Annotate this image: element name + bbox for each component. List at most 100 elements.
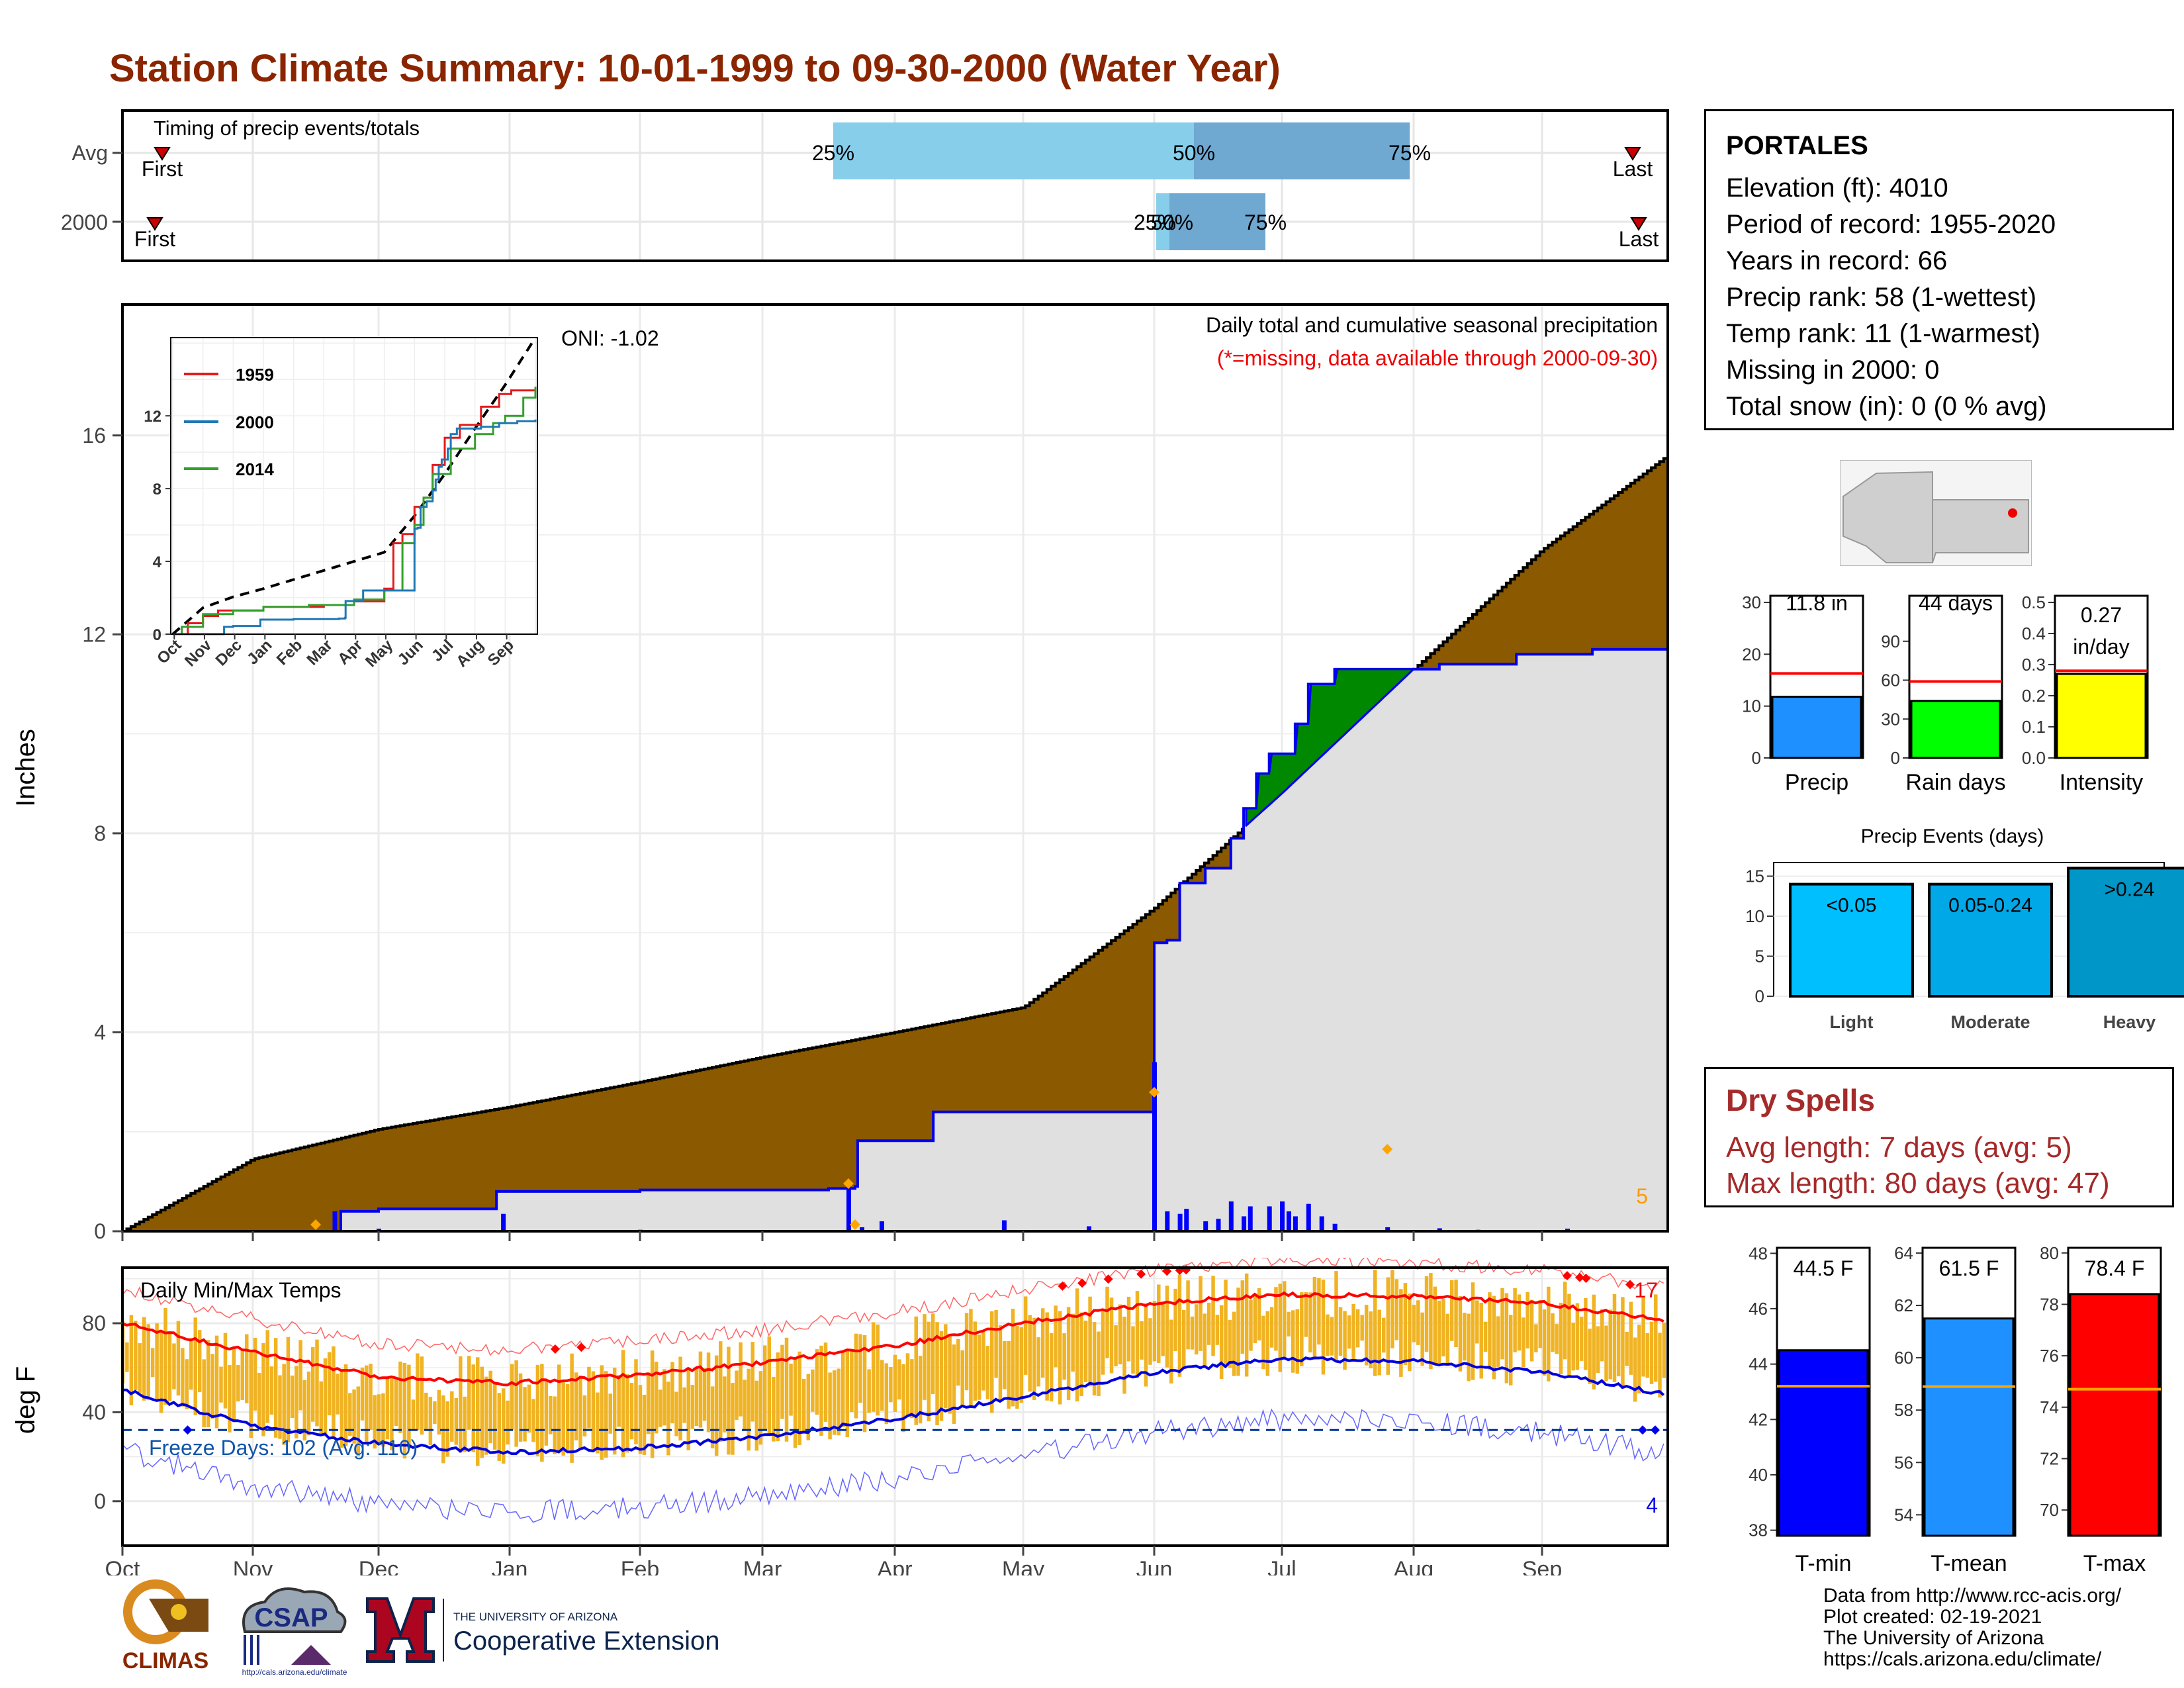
event-bar-range: >0.24 <box>2105 878 2155 900</box>
daily-temp-bar <box>1088 1296 1092 1387</box>
daily-temp-bar <box>1215 1315 1220 1345</box>
daily-temp-bar <box>1330 1317 1334 1356</box>
daily-temp-bar <box>797 1351 801 1445</box>
avg-min-line <box>122 1356 1665 1456</box>
daily-temp-bar <box>1492 1295 1496 1380</box>
daily-temp-bar <box>1547 1286 1551 1382</box>
heavy-event-marker <box>1382 1144 1393 1154</box>
daily-temp-bar <box>1538 1300 1543 1348</box>
daily-temp-bar <box>1637 1325 1641 1393</box>
daily-temp-bar <box>985 1346 990 1399</box>
daily-temp-bar <box>1355 1309 1360 1348</box>
daily-precip-bar <box>1216 1219 1221 1231</box>
daily-temp-bar <box>1403 1283 1408 1365</box>
mini-bar-label: Precip <box>1785 770 1848 795</box>
inset-1959-line <box>173 389 535 635</box>
daily-temp-bar <box>678 1356 682 1441</box>
month-tick: Mar <box>743 1557 782 1575</box>
daily-temp-bar <box>352 1389 356 1444</box>
heavy-event-marker <box>843 1178 854 1189</box>
station-info-box: PORTALES Elevation (ft): 4010 Period of … <box>1704 109 2174 430</box>
daily-temp-bar <box>1206 1302 1211 1345</box>
daily-temp-bar <box>1203 1313 1207 1366</box>
daily-temp-bar <box>731 1383 735 1455</box>
daily-temp-bar <box>931 1313 935 1395</box>
daily-precip-bar <box>860 1227 864 1231</box>
record-high-line <box>122 1258 1664 1356</box>
daily-temp-bar <box>1177 1274 1182 1377</box>
daily-temp-bar <box>578 1376 582 1450</box>
daily-temp-bar <box>1529 1299 1534 1362</box>
month-tick: Apr <box>878 1557 913 1575</box>
daily-temp-bar <box>278 1375 282 1439</box>
record-high-marker <box>1077 1278 1087 1288</box>
location-map <box>1840 460 2032 566</box>
credit-url: https://cals.arizona.edu/climate/ <box>1823 1648 2102 1670</box>
daily-temp-bar <box>604 1371 608 1458</box>
timing-row-2000: 2000 <box>61 211 108 234</box>
svg-text:48: 48 <box>1749 1243 1768 1263</box>
daily-temp-bar <box>1408 1293 1412 1372</box>
daily-temp-bar <box>428 1397 433 1445</box>
daily-temp-bar <box>905 1353 910 1417</box>
record-high-marker <box>1175 1266 1185 1276</box>
month-tick: Dec <box>359 1557 398 1575</box>
daily-temp-bar <box>257 1372 261 1428</box>
daily-temp-bar <box>1253 1293 1257 1344</box>
event-bar-range: 0.05-0.24 <box>1948 895 2032 917</box>
event-bar-heavy <box>2067 867 2184 998</box>
daily-temp-bar <box>918 1356 923 1424</box>
daily-temp-bar <box>1083 1321 1088 1382</box>
daily-temp-bar <box>1062 1333 1066 1380</box>
svg-text:74: 74 <box>2040 1397 2059 1417</box>
daily-temp-bar <box>1629 1301 1633 1375</box>
inset-xtick: May <box>362 636 397 671</box>
temp-bar-t-mean: 54 56 58 60 62 64 61.5 F T-mean <box>1894 1243 2017 1576</box>
daily-temp-bar <box>565 1383 570 1450</box>
daily-temp-bar <box>348 1393 352 1436</box>
station-snow: Total snow (in): 0 (0 % avg) <box>1726 392 2047 421</box>
event-bar-moderate <box>1928 882 2053 998</box>
daily-temp-bar <box>459 1356 463 1453</box>
daily-temp-bar <box>1140 1321 1144 1360</box>
daily-temp-bar <box>1308 1292 1312 1353</box>
dry-spells-box: Dry Spells Avg length: 7 days (avg: 5) M… <box>1704 1067 2174 1207</box>
daily-temp-bar <box>1433 1286 1437 1365</box>
daily-temp-bar <box>1244 1273 1249 1377</box>
precip-panel-label: Daily total and cumulative seasonal prec… <box>1206 313 1658 337</box>
inset-ytick: 0 <box>153 626 161 644</box>
month-axis: Oct Nov Dec Jan Feb Mar Apr May Jun Jul Aug Sep <box>105 1546 1562 1575</box>
heavy-event-markers <box>310 1087 1393 1230</box>
daily-temp-bar <box>939 1331 944 1421</box>
daily-temp-bar <box>1386 1277 1390 1375</box>
daily-temp-bar <box>210 1354 214 1419</box>
daily-temp-bar <box>146 1324 150 1400</box>
daily-temp-bar <box>390 1376 394 1450</box>
daily-temp-bar <box>1377 1309 1382 1376</box>
daily-temp-bar <box>433 1401 437 1425</box>
daily-temp-bar <box>1399 1289 1403 1377</box>
daily-temp-bar <box>1079 1312 1083 1396</box>
daily-temp-bar <box>910 1359 914 1419</box>
daily-precip-bar <box>1165 1211 1170 1231</box>
dry-spells-title: Dry Spells <box>1726 1083 1875 1117</box>
csap-text: CSAP <box>254 1603 328 1632</box>
mini-bar-fill <box>2056 673 2147 759</box>
daily-temp-bar <box>1269 1307 1274 1348</box>
inset-legend-1959: 1959 <box>236 365 274 385</box>
event-bar-range: <0.05 <box>1827 895 1877 917</box>
mini-bar-rain-days: 0 30 60 90 44 days Rain days <box>1881 591 2006 795</box>
daily-precip-bar <box>501 1213 506 1231</box>
daily-temp-bar <box>1152 1301 1157 1362</box>
daily-temp-bar <box>1369 1311 1373 1369</box>
daily-temp-bar <box>1449 1280 1454 1341</box>
daily-temp-bar <box>871 1322 876 1412</box>
daily-precip-bar <box>1280 1201 1285 1231</box>
daily-temp-bar <box>1317 1278 1321 1345</box>
daily-temp-bar <box>1382 1317 1386 1353</box>
daily-temp-bar <box>1567 1293 1571 1376</box>
daily-temp-bar <box>694 1368 699 1427</box>
daily-temp-bar <box>927 1321 931 1422</box>
temp-panel: 0 40 80 Oct Nov Dec Jan Feb Mar Apr May Jun Jul Aug S… <box>11 1258 1669 1575</box>
daily-temp-bar <box>1649 1321 1654 1384</box>
